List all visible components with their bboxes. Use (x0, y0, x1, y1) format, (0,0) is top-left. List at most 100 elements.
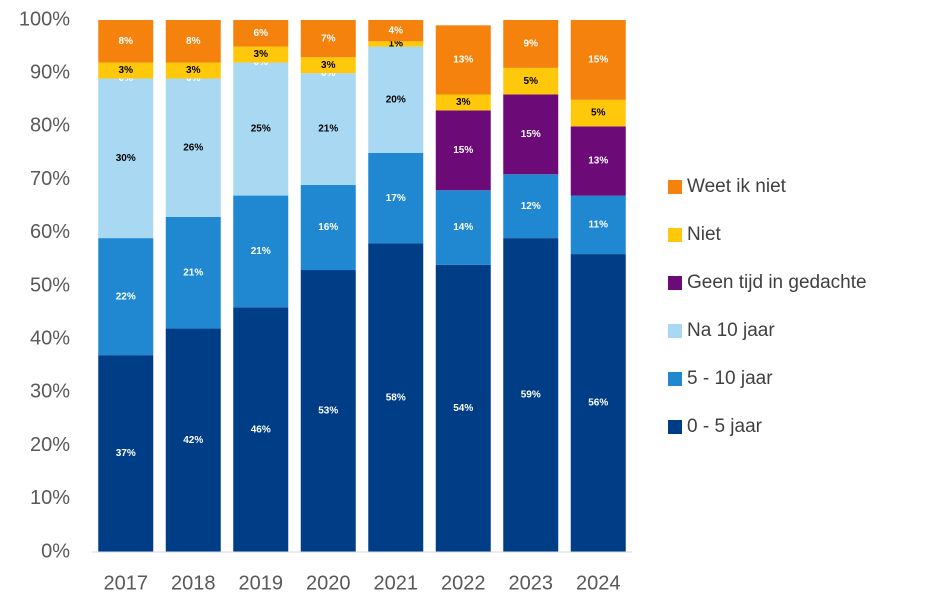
data-label: 17% (386, 193, 406, 204)
legend-label: Geen tijd in gedachte (687, 272, 867, 293)
legend-label: Na 10 jaar (687, 320, 775, 341)
y-tick-label: 20% (30, 434, 70, 456)
bar-segment (570, 126, 626, 196)
data-label: 6% (254, 28, 269, 39)
data-label: 46% (251, 424, 271, 435)
bar-segment (165, 216, 221, 329)
bar-segment (435, 190, 491, 265)
data-label: 15% (453, 145, 473, 156)
bar-segment (435, 25, 491, 95)
data-label: 7% (321, 33, 336, 44)
data-label: 42% (183, 435, 203, 446)
data-label: 53% (318, 406, 338, 417)
data-label: 0% (186, 73, 201, 84)
y-tick-label: 70% (30, 168, 70, 190)
data-label: 13% (588, 156, 608, 167)
legend-swatch (668, 324, 682, 338)
bar-segment (300, 57, 356, 74)
legend-label: 5 - 10 jaar (687, 368, 773, 389)
bar-segment (165, 328, 221, 552)
legend-swatch (668, 180, 682, 194)
x-tick-label: 2019 (239, 572, 284, 594)
bar-segment (570, 254, 626, 552)
bar-segment (503, 174, 559, 239)
data-label: 5% (524, 76, 539, 87)
data-label: 0% (321, 68, 336, 79)
data-label: 20% (386, 94, 406, 105)
bar-segment (503, 94, 559, 175)
bar-segment (570, 20, 626, 100)
data-label: 9% (524, 39, 539, 50)
x-tick-label: 2021 (374, 572, 419, 594)
data-label: 22% (116, 291, 136, 302)
legend-swatch (668, 228, 682, 242)
bar-segment (98, 238, 154, 356)
bar-segment (233, 62, 289, 196)
x-tick-label: 2018 (171, 572, 216, 594)
bar-segment (233, 195, 289, 308)
data-label: 11% (589, 219, 609, 230)
data-label: 37% (116, 448, 136, 459)
bar-segment (165, 62, 221, 79)
bar-segment (98, 78, 154, 239)
legend-swatch (668, 372, 682, 386)
bar-segment (300, 184, 356, 271)
x-tick-label: 2022 (441, 572, 486, 594)
y-tick-label: 100% (19, 8, 70, 30)
bar-segment (570, 99, 626, 127)
x-tick-label: 2020 (306, 572, 351, 594)
bar-segment (300, 20, 356, 58)
data-label: 3% (456, 97, 471, 108)
data-label: 54% (453, 403, 473, 414)
bar-segment (98, 62, 154, 79)
data-label: 8% (119, 36, 134, 47)
data-label: 21% (251, 246, 271, 257)
legend-swatch (668, 420, 682, 434)
y-tick-label: 60% (30, 221, 70, 243)
x-tick-label: 2024 (576, 572, 621, 594)
data-label: 12% (521, 201, 541, 212)
bar-segment (435, 110, 491, 191)
data-label: 8% (186, 36, 201, 47)
data-label: 14% (453, 222, 473, 233)
x-tick-label: 2017 (104, 572, 149, 594)
bar-segment (368, 46, 424, 153)
bar-segment (435, 94, 491, 111)
data-label: 4% (389, 25, 404, 36)
bar-segment (435, 264, 491, 552)
x-tick-label: 2023 (509, 572, 554, 594)
bar-segment (300, 73, 356, 185)
y-tick-label: 90% (30, 61, 70, 83)
bar-segment (570, 195, 626, 255)
bar-segment (503, 238, 559, 552)
bar-segment (503, 67, 559, 95)
bar-segment (503, 20, 559, 68)
y-tick-label: 30% (30, 381, 70, 403)
data-label: 58% (386, 392, 406, 403)
data-label: 21% (183, 267, 203, 278)
bar-segment (368, 41, 424, 47)
data-label: 15% (521, 129, 541, 140)
data-label: 59% (521, 390, 541, 401)
data-label: 5% (591, 108, 606, 119)
data-label: 0% (254, 57, 269, 68)
bar-segment (300, 270, 356, 552)
y-tick-label: 10% (30, 487, 70, 509)
data-label: 1% (389, 39, 404, 50)
bar-segment (98, 20, 154, 63)
data-label: 0% (119, 73, 134, 84)
legend-label: 0 - 5 jaar (687, 416, 763, 437)
bar-segment (233, 307, 289, 552)
bar-segment (368, 153, 424, 244)
bar-segment (233, 20, 289, 47)
bar-segment (165, 78, 221, 217)
bar-segment (233, 46, 289, 63)
data-label: 3% (321, 60, 336, 71)
data-label: 26% (183, 142, 203, 153)
bar-segment (368, 20, 424, 42)
y-tick-label: 50% (30, 274, 70, 296)
y-tick-label: 40% (30, 327, 70, 349)
data-label: 3% (186, 65, 201, 76)
data-label: 16% (318, 222, 338, 233)
